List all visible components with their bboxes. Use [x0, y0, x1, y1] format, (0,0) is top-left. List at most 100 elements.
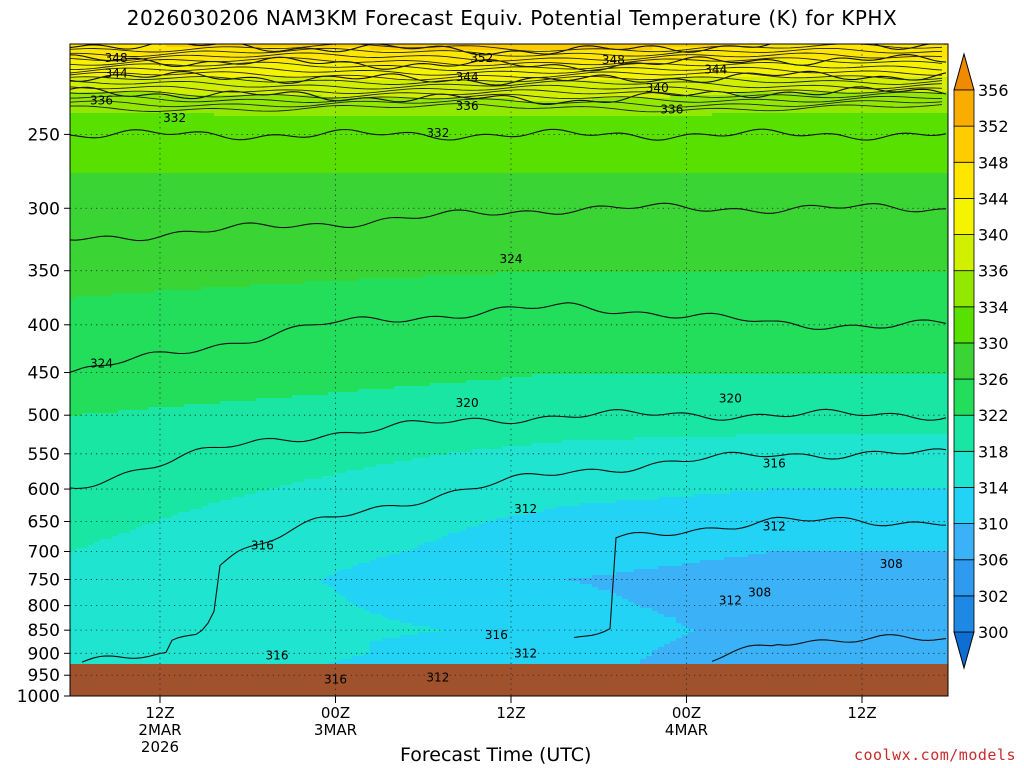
contour-lines	[70, 44, 947, 663]
colorbar-segment	[953, 234, 975, 272]
contour-label: 344	[456, 70, 479, 84]
colorbar-label: 334	[978, 298, 1009, 317]
contour-label-text: 336	[90, 94, 113, 108]
colorbar-label: 302	[978, 587, 1009, 606]
y-tick: 800	[28, 597, 70, 617]
contour-label-text: 316	[324, 672, 347, 686]
colorbar-segment	[953, 378, 975, 416]
contour-label-text: 316	[763, 456, 786, 470]
y-tick-label: 500	[28, 406, 60, 426]
x-tick-label: 2026	[141, 738, 179, 756]
colorbar-label: 348	[978, 153, 1009, 172]
colorbar-label: 306	[978, 551, 1009, 570]
contour-label: 312	[426, 670, 449, 684]
colorbar-label: 326	[978, 370, 1009, 389]
contour-label-text: 352	[470, 51, 493, 65]
contour-label-text: 312	[514, 646, 537, 660]
y-tick-label: 1000	[17, 687, 60, 707]
contour-label: 320	[456, 396, 479, 410]
upper-contour	[70, 52, 943, 62]
y-tick: 950	[28, 666, 70, 686]
upper-contour	[70, 84, 943, 95]
contour-label: 312	[514, 502, 537, 516]
x-axis-label: Forecast Time (UTC)	[400, 744, 592, 766]
contour-label-text: 344	[105, 66, 128, 80]
colorbar-segment	[953, 414, 975, 452]
colorbar-label: 344	[978, 189, 1009, 208]
colorbar: 300 302 306 310 314 318 322 326 330 334 336 340 344 3…	[953, 52, 1009, 670]
colorbar-segment	[953, 342, 975, 380]
contour-label: 336	[90, 94, 113, 108]
contour-348	[70, 44, 947, 56]
colorbar-label: 356	[978, 81, 1009, 100]
upper-contour	[70, 44, 943, 53]
upper-contour	[70, 103, 943, 113]
y-tick-label: 700	[28, 543, 60, 563]
contour-label-text: 336	[660, 102, 683, 116]
contour-label: 312	[719, 594, 742, 608]
contour-label: 308	[880, 557, 903, 571]
colorbar-label: 352	[978, 117, 1009, 136]
colorbar-label: 300	[978, 623, 1009, 642]
x-tick: 12Z	[847, 696, 877, 722]
y-tick: 450	[28, 364, 70, 384]
colorbar-label: 330	[978, 334, 1009, 353]
contour-label: 320	[719, 392, 742, 406]
contour-label-text: 308	[748, 586, 771, 600]
contour-label: 344	[105, 66, 128, 80]
x-tick-label: 3MAR	[314, 721, 357, 739]
colorbar-segment	[953, 306, 975, 344]
contour-336	[70, 86, 947, 105]
contour-324	[70, 302, 947, 373]
contour-label: 316	[485, 628, 508, 642]
contour-label-text: 348	[105, 51, 128, 65]
contour-316	[81, 448, 947, 663]
contour-label: 348	[105, 51, 128, 65]
colorbar-segment	[953, 197, 975, 235]
colorbar-segment	[953, 559, 975, 597]
contour-label: 336	[660, 102, 683, 116]
contour-label-text: 324	[90, 356, 113, 370]
colorbar-segment	[953, 595, 975, 633]
y-axis: 250 300 350 400 450 500 550 600 650 700 750 800 850 9…	[17, 125, 70, 707]
contour-label: 340	[646, 81, 669, 95]
y-tick-label: 400	[28, 316, 60, 336]
y-tick-label: 450	[28, 364, 60, 384]
y-tick-label: 250	[28, 125, 60, 145]
x-tick-label: 00Z	[321, 704, 350, 722]
upper-contour	[70, 98, 943, 108]
colorbar-label: 318	[978, 442, 1009, 461]
contour-label-text: 320	[719, 392, 742, 406]
contour-label: 332	[163, 111, 186, 125]
y-tick-label: 650	[28, 512, 60, 532]
y-tick-label: 300	[28, 199, 60, 219]
contour-label: 336	[456, 99, 479, 113]
contour-label-text: 308	[880, 557, 903, 571]
credit-link[interactable]: coolwx.com/models	[853, 746, 1016, 764]
colorbar-segment	[953, 270, 975, 308]
contour-label: 324	[90, 356, 113, 370]
x-tick-label: 00Z	[672, 704, 701, 722]
y-tick: 850	[28, 621, 70, 641]
upper-contour	[70, 75, 943, 85]
y-tick: 900	[28, 644, 70, 664]
y-tick: 650	[28, 512, 70, 532]
y-tick: 500	[28, 406, 70, 426]
colorbar-extend-max	[953, 52, 975, 91]
x-tick-label: 12Z	[496, 704, 525, 722]
upper-contour	[70, 71, 943, 81]
y-tick-label: 750	[28, 570, 60, 590]
x-tick: 12Z	[496, 696, 526, 722]
y-tick: 1000	[17, 687, 70, 707]
y-tick: 700	[28, 543, 70, 563]
contour-label: 332	[426, 126, 449, 140]
chart-title: 2026030206 NAM3KM Forecast Equiv. Potent…	[126, 6, 898, 30]
contour-label: 316	[266, 649, 289, 663]
colorbar-label: 310	[978, 515, 1009, 534]
upper-contour	[70, 61, 943, 71]
upper-contour	[70, 57, 943, 67]
